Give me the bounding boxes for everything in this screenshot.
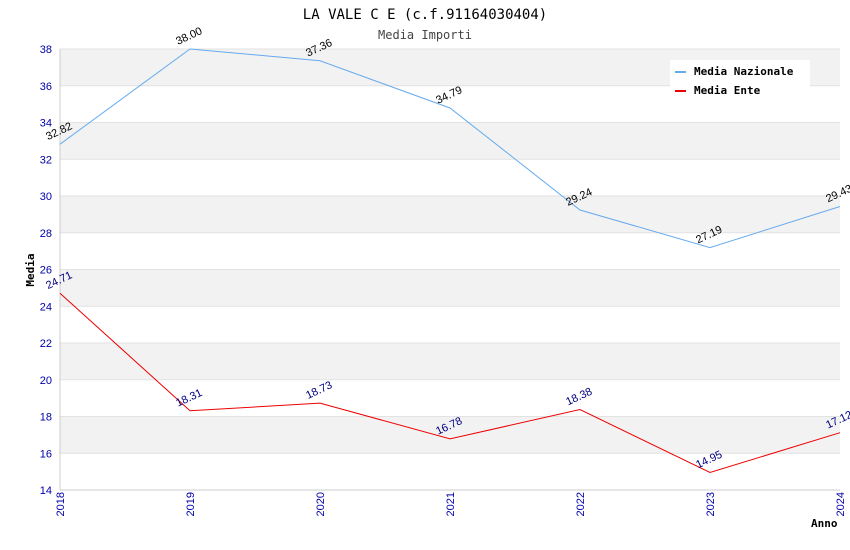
x-tick-label: 2018 [55, 492, 67, 516]
x-tick-label: 2023 [705, 492, 717, 516]
x-tick-label: 2022 [575, 492, 587, 516]
y-tick-label: 20 [40, 375, 52, 387]
series-line-media-nazionale [59, 48, 841, 249]
y-tick-labels: 14 16 18 20 22 24 26 28 30 32 34 36 38 [40, 44, 52, 497]
y-tick-label: 38 [40, 44, 52, 56]
x-tick-label: 2019 [185, 492, 197, 516]
x-tick-label: 2024 [835, 492, 847, 516]
x-axis-label: Anno [811, 517, 838, 530]
chart-subtitle: Media Importi [378, 28, 472, 42]
legend-box [670, 60, 810, 100]
y-axis-label: Media [24, 253, 37, 286]
axes [59, 49, 840, 491]
grid-band [60, 122, 840, 160]
y-tick-label: 24 [40, 301, 52, 313]
chart-title: LA VALE C E (c.f.91164030404) [303, 7, 547, 23]
legend-label-media-ente: Media Ente [694, 84, 761, 97]
grid-band [60, 343, 840, 380]
legend: Media Nazionale Media Ente [670, 60, 810, 100]
y-tick-label: 36 [40, 81, 52, 93]
grid-band [60, 269, 840, 307]
series-line-media-ente [59, 292, 841, 474]
legend-label-media-nazionale: Media Nazionale [694, 65, 794, 78]
grid-band [60, 196, 840, 233]
y-tick-label: 32 [40, 154, 52, 166]
grid-bands [60, 48, 840, 454]
grid-band [60, 416, 840, 454]
y-tick-label: 26 [40, 265, 52, 277]
y-tick-label: 28 [40, 228, 52, 240]
y-tick-label: 30 [40, 191, 52, 203]
y-tick-label: 18 [40, 412, 52, 424]
x-tick-labels: 2018 2019 2020 2021 2022 2023 2024 [55, 492, 847, 516]
y-tick-label: 16 [40, 448, 52, 460]
y-tick-label: 34 [40, 118, 52, 130]
y-tick-label: 14 [40, 485, 52, 497]
x-tick-label: 2021 [445, 492, 457, 516]
series-lines [59, 48, 841, 474]
y-tick-label: 22 [40, 338, 52, 350]
x-tick-label: 2020 [315, 492, 327, 516]
